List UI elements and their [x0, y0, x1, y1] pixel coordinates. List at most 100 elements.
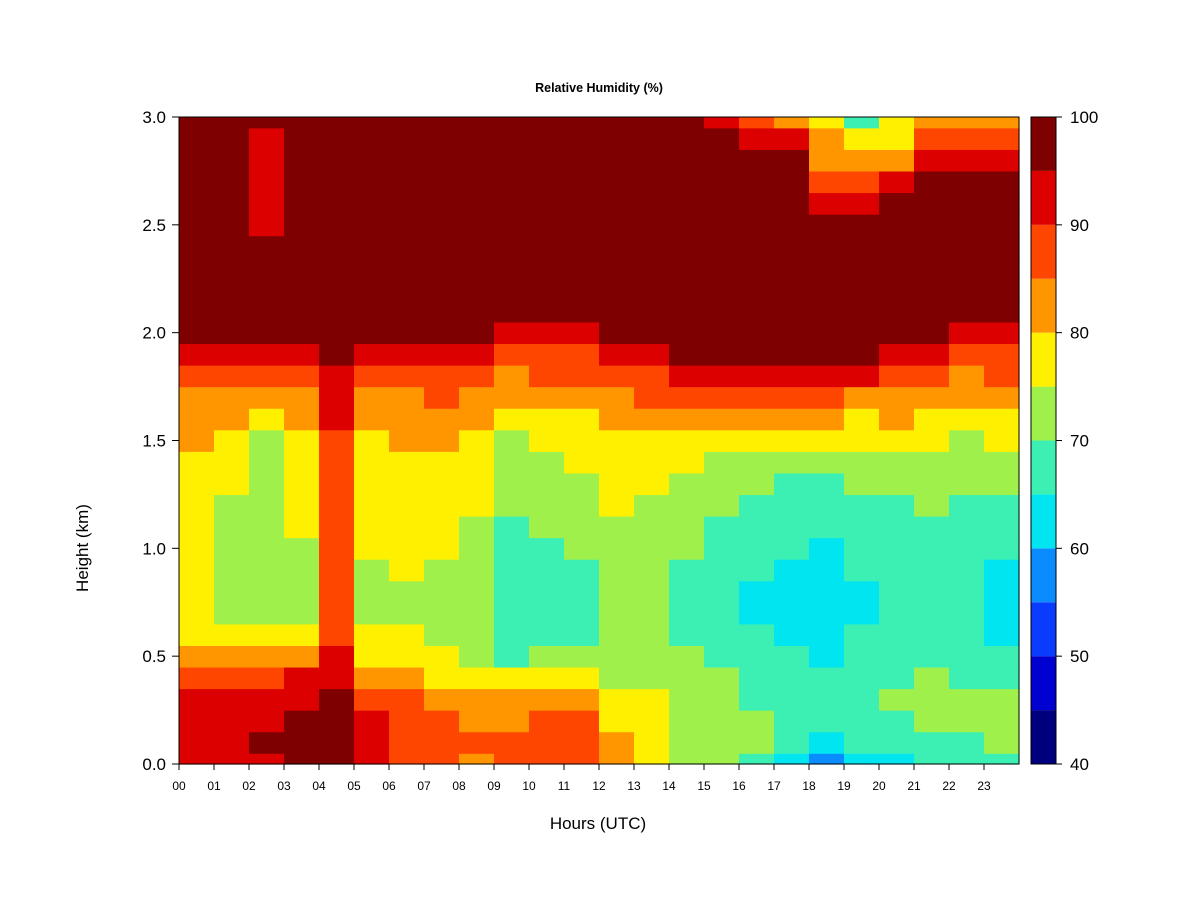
heatmap-cell	[284, 731, 320, 754]
heatmap-cell	[879, 710, 915, 733]
heatmap-cell	[529, 472, 565, 496]
heatmap-cell	[564, 602, 600, 625]
heatmap-cell	[984, 365, 1020, 388]
heatmap-cell	[844, 602, 880, 625]
heatmap-cell	[984, 731, 1020, 754]
heatmap-cell	[494, 386, 530, 409]
heatmap-cell	[424, 278, 460, 301]
x-tick-label: 22	[942, 779, 956, 793]
heatmap-cell	[179, 149, 215, 172]
heatmap-cell	[634, 472, 670, 496]
heatmap-cell	[494, 602, 530, 625]
heatmap-cell	[774, 472, 810, 496]
heatmap-cell	[739, 386, 775, 409]
heatmap-cell	[284, 472, 320, 496]
heatmap-cell	[179, 386, 215, 409]
heatmap-cell	[809, 710, 845, 733]
heatmap-cell	[564, 117, 600, 129]
heatmap-cell	[529, 170, 565, 194]
heatmap-cell	[844, 429, 880, 452]
heatmap-cell	[424, 429, 460, 452]
heatmap-cell	[914, 688, 950, 711]
heatmap-cell	[914, 537, 950, 560]
heatmap-cell	[249, 365, 285, 388]
heatmap-cell	[459, 214, 495, 237]
heatmap-cell	[774, 451, 810, 474]
heatmap-cell	[424, 623, 460, 646]
heatmap-cell	[949, 623, 985, 646]
heatmap-cell	[214, 494, 250, 517]
heatmap-cell	[494, 278, 530, 301]
heatmap-cell	[879, 602, 915, 625]
heatmap-cell	[494, 343, 530, 366]
heatmap-cell	[179, 214, 215, 237]
x-tick-label: 16	[732, 779, 746, 793]
heatmap-cell	[949, 688, 985, 711]
heatmap-cell	[284, 214, 320, 237]
heatmap-cell	[494, 472, 530, 496]
colorbar-segment	[1031, 710, 1056, 764]
heatmap-cell	[914, 386, 950, 409]
heatmap-cell	[389, 472, 425, 496]
heatmap-cell	[809, 515, 845, 539]
heatmap-cell	[389, 451, 425, 474]
heatmap-cell	[879, 149, 915, 172]
heatmap-cell	[669, 515, 705, 539]
heatmap-cell	[214, 666, 250, 690]
heatmap-cell	[424, 117, 460, 129]
heatmap-cell	[809, 300, 845, 323]
heatmap-cell	[949, 753, 985, 765]
heatmap-cell	[564, 214, 600, 237]
heatmap-cell	[424, 192, 460, 215]
heatmap-cell	[529, 666, 565, 690]
heatmap-cell	[214, 472, 250, 496]
colorbar-segment	[1031, 602, 1056, 657]
heatmap-cell	[879, 731, 915, 754]
heatmap-cell	[774, 235, 810, 258]
heatmap-cell	[914, 214, 950, 237]
heatmap-cell	[529, 602, 565, 625]
heatmap-cell	[984, 602, 1020, 625]
heatmap-cell	[949, 170, 985, 194]
heatmap-cell	[179, 472, 215, 496]
heatmap-cell	[284, 117, 320, 129]
heatmap-cell	[634, 170, 670, 194]
heatmap-cell	[564, 623, 600, 646]
heatmap-cell	[984, 451, 1020, 474]
heatmap-cell	[739, 559, 775, 582]
heatmap-cell	[739, 117, 775, 129]
heatmap-cell	[984, 127, 1020, 150]
heatmap-cell	[494, 170, 530, 194]
heatmap-cell	[809, 149, 845, 172]
heatmap-cell	[949, 494, 985, 517]
heatmap-cell	[634, 451, 670, 474]
heatmap-cell	[459, 149, 495, 172]
heatmap-cell	[214, 321, 250, 345]
heatmap-cell	[739, 429, 775, 452]
heatmap-cell	[214, 451, 250, 474]
y-tick-label: 2.0	[142, 324, 166, 343]
heatmap-cell	[249, 580, 285, 603]
heatmap-cell	[599, 117, 635, 129]
x-tick-label: 08	[452, 779, 466, 793]
heatmap-cell	[914, 710, 950, 733]
heatmap-cell	[879, 117, 915, 129]
heatmap-cell	[564, 731, 600, 754]
heatmap-cell	[739, 214, 775, 237]
heatmap-cell	[319, 343, 355, 366]
heatmap-cell	[774, 753, 810, 765]
heatmap-cell	[914, 257, 950, 280]
heatmap-cell	[914, 753, 950, 765]
heatmap-cell	[984, 321, 1020, 345]
heatmap-cell	[494, 451, 530, 474]
x-tick-label: 17	[767, 779, 781, 793]
heatmap-cell	[704, 472, 740, 496]
heatmap-cell	[949, 300, 985, 323]
y-tick-label: 0.5	[142, 647, 166, 666]
heatmap-cell	[319, 753, 355, 765]
heatmap-cell	[949, 451, 985, 474]
heatmap-cell	[879, 127, 915, 150]
heatmap-cell	[529, 149, 565, 172]
heatmap-cell	[774, 149, 810, 172]
heatmap-cell	[634, 278, 670, 301]
